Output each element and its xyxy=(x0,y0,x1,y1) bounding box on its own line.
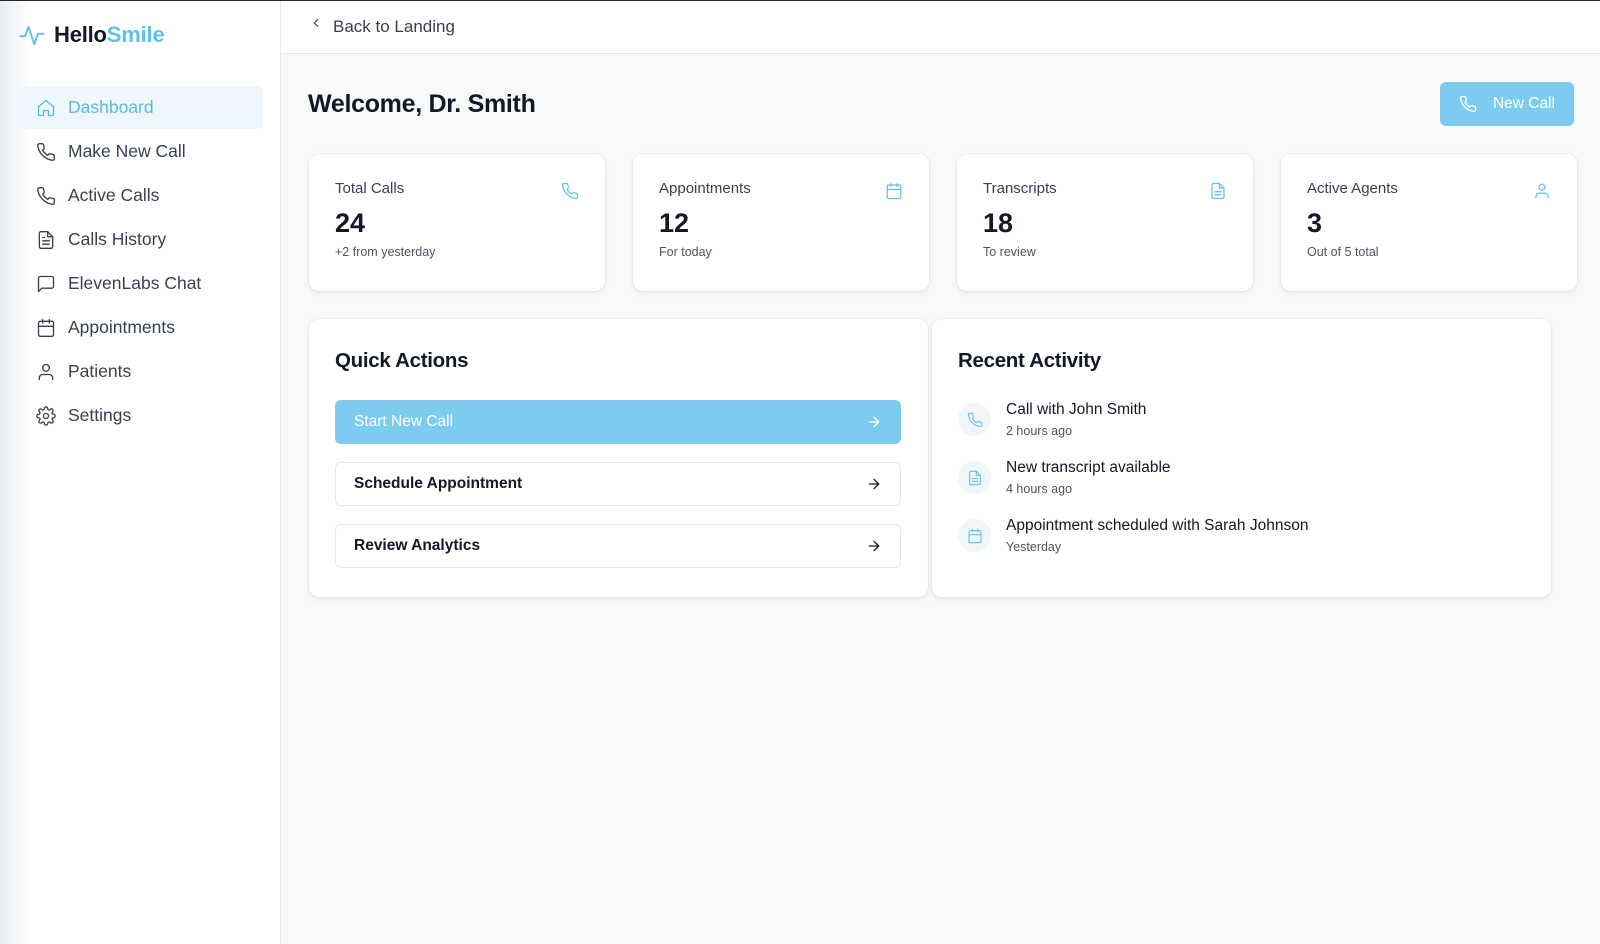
schedule-appointment-button[interactable]: Schedule Appointment xyxy=(335,462,901,506)
brand-name-part1: Hello xyxy=(54,22,107,47)
sidebar-item-appointments[interactable]: Appointments xyxy=(18,306,263,349)
user-icon xyxy=(1535,183,1549,199)
activity-icon-wrap xyxy=(958,403,991,436)
chevron-left-icon xyxy=(313,18,319,28)
main-content: Back to Landing Welcome, Dr. Smith New C… xyxy=(281,1,1600,944)
sidebar-item-make-new-call[interactable]: Make New Call xyxy=(18,130,263,173)
new-call-label: New Call xyxy=(1492,95,1555,112)
arrow-right-icon xyxy=(868,478,880,490)
sidebar-item-label: Appointments xyxy=(68,317,176,337)
stat-value: 3 xyxy=(1307,208,1323,238)
calendar-icon xyxy=(886,182,902,200)
phone-icon xyxy=(37,142,56,161)
sidebar-item-active-calls[interactable]: Active Calls xyxy=(18,174,263,217)
sidebar-item-patients[interactable]: Patients xyxy=(18,350,263,393)
sidebar-item-elevenlabs-chat[interactable]: ElevenLabs Chat xyxy=(18,262,263,305)
file-text-icon xyxy=(38,230,54,249)
recent-activity-title: Recent Activity xyxy=(958,349,1101,372)
list-item: Call with John Smith 2 hours ago xyxy=(958,401,1525,438)
activity-time: 4 hours ago xyxy=(1006,482,1073,496)
sidebar-nav: Dashboard Make New Call Active Calls Cal… xyxy=(18,86,263,438)
stat-title: Active Agents xyxy=(1307,180,1398,197)
stat-card-active-agents: Active Agents 3 Out of 5 total xyxy=(1281,154,1577,291)
stat-subtitle: To review xyxy=(983,245,1036,259)
arrow-right-icon xyxy=(868,416,880,428)
sidebar-item-label: ElevenLabs Chat xyxy=(68,273,202,293)
list-item: New transcript available 4 hours ago xyxy=(958,459,1525,496)
action-label: Review Analytics xyxy=(354,537,481,554)
activity-icon-wrap xyxy=(958,461,991,494)
activity-title: New transcript available xyxy=(1006,459,1171,476)
stat-subtitle: Out of 5 total xyxy=(1307,245,1379,259)
activity-list: Call with John Smith 2 hours ago New tra… xyxy=(958,401,1525,554)
quick-actions-title: Quick Actions xyxy=(335,349,469,372)
topbar: Back to Landing xyxy=(281,1,1600,54)
sidebar-item-label: Make New Call xyxy=(68,141,186,161)
stat-subtitle: For today xyxy=(659,245,712,259)
message-square-icon xyxy=(37,275,55,292)
stat-subtitle: +2 from yesterday xyxy=(335,245,436,259)
stat-card-transcripts: Transcripts 18 To review xyxy=(957,154,1253,291)
activity-title: Appointment scheduled with Sarah Johnson xyxy=(1006,517,1309,534)
activity-title: Call with John Smith xyxy=(1006,401,1147,418)
phone-icon xyxy=(1459,95,1477,113)
stat-value: 12 xyxy=(659,208,690,238)
stat-value: 24 xyxy=(335,208,366,238)
sidebar: HelloSmile Dashboard Make New Call Activ… xyxy=(0,1,281,944)
sidebar-item-calls-history[interactable]: Calls History xyxy=(18,218,263,261)
stat-value: 18 xyxy=(983,208,1014,238)
phone-icon xyxy=(561,182,579,200)
start-new-call-button[interactable]: Start New Call xyxy=(335,400,901,444)
sidebar-item-label: Calls History xyxy=(68,229,167,249)
back-link-label: Back to Landing xyxy=(333,17,455,36)
action-label: Start New Call xyxy=(354,413,454,430)
pulse-icon xyxy=(19,25,45,46)
recent-activity-panel: Recent Activity Call with John Smith 2 h… xyxy=(932,319,1551,597)
activity-time: Yesterday xyxy=(1006,540,1062,554)
calendar-icon xyxy=(37,318,55,337)
calendar-icon xyxy=(967,528,982,543)
phone-icon xyxy=(967,412,982,427)
new-call-button[interactable]: New Call xyxy=(1440,82,1574,126)
stat-title: Transcripts xyxy=(983,180,1057,197)
home-icon xyxy=(37,99,55,116)
review-analytics-button[interactable]: Review Analytics xyxy=(335,524,901,568)
stats-row: Total Calls 24 +2 from yesterday Appoint… xyxy=(309,154,1577,291)
page-title: Welcome, Dr. Smith xyxy=(308,90,536,118)
arrow-right-icon xyxy=(868,540,880,552)
gear-icon xyxy=(36,405,56,426)
user-icon xyxy=(38,363,54,380)
brand-name-part2: Smile xyxy=(106,22,165,47)
stat-title: Appointments xyxy=(659,180,751,197)
stat-card-appointments: Appointments 12 For today xyxy=(633,154,929,291)
list-item: Appointment scheduled with Sarah Johnson… xyxy=(958,517,1525,554)
file-text-icon xyxy=(1211,182,1225,200)
sidebar-item-settings[interactable]: Settings xyxy=(18,394,263,437)
sidebar-item-label: Settings xyxy=(68,405,132,425)
brand-name: HelloSmile xyxy=(54,22,165,48)
sidebar-item-dashboard[interactable]: Dashboard xyxy=(18,86,263,129)
back-to-landing-link[interactable]: Back to Landing xyxy=(309,17,455,37)
action-label: Schedule Appointment xyxy=(354,475,523,492)
file-text-icon xyxy=(968,470,981,485)
logo[interactable]: HelloSmile xyxy=(18,21,165,49)
quick-actions-list: Start New Call Schedule Appointment Revi… xyxy=(335,400,902,568)
phone-icon xyxy=(37,186,56,205)
stat-card-total-calls: Total Calls 24 +2 from yesterday xyxy=(309,154,605,291)
activity-icon-wrap xyxy=(958,519,991,552)
stat-title: Total Calls xyxy=(335,180,405,197)
sidebar-item-label: Active Calls xyxy=(68,185,160,205)
sidebar-item-label: Patients xyxy=(68,361,132,381)
sidebar-item-label: Dashboard xyxy=(68,97,154,117)
quick-actions-panel: Quick Actions Start New Call Schedule Ap… xyxy=(309,319,928,597)
activity-time: 2 hours ago xyxy=(1006,424,1073,438)
